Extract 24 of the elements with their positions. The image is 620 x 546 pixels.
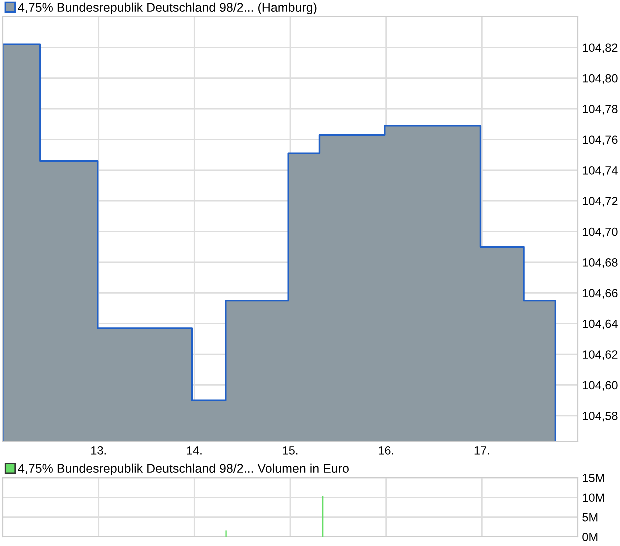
y-tick-label: 104,80 (583, 74, 618, 84)
legend-label: 4,75% Bundesrepublik Deutschland 98/2... Volumen in Euro (18, 464, 349, 476)
y-tick-label: 104,58 (583, 412, 618, 422)
x-tick-label: 17. (474, 446, 490, 455)
x-tick-label: 15. (283, 446, 298, 455)
y-tick-label: 104,60 (583, 381, 618, 392)
y-tick-label: 104,70 (583, 228, 618, 238)
y-tick-label: 15M (583, 474, 604, 482)
y-tick-label: 104,66 (583, 289, 618, 299)
legend-label: 4,75% Bundesrepublik Deutschland 98/2... (Hamburg) (18, 2, 317, 14)
y-tick-label: 5M (582, 513, 598, 522)
y-tick-label: 104,74 (583, 166, 618, 176)
y-tick-label: 104,64 (583, 320, 618, 330)
y-tick-label: 104,82 (583, 44, 618, 54)
y-tick-label: 0M (582, 533, 598, 542)
x-tick-label: 14. (187, 446, 202, 455)
x-tick-label: 13. (92, 446, 106, 455)
y-tick-label: 10M (583, 494, 604, 502)
y-tick-label: 104,68 (583, 258, 618, 268)
y-tick-label: 104,76 (583, 136, 618, 146)
y-tick-label: 104,72 (583, 197, 618, 207)
y-tick-label: 104,78 (583, 105, 618, 115)
y-tick-label: 104,62 (583, 350, 618, 360)
x-tick-label: 16. (379, 446, 394, 455)
